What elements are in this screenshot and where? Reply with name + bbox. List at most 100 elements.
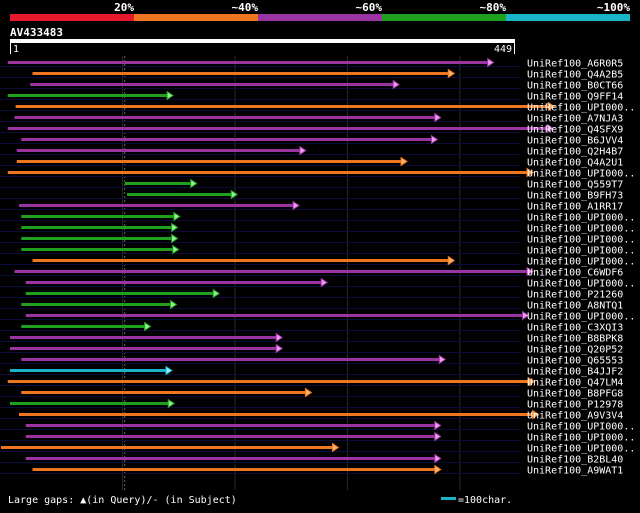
hit-arrowhead (172, 244, 180, 255)
hit-name-link[interactable]: UniRef100_B0CT66 (527, 81, 623, 92)
hit-name-link[interactable]: UniRef100_Q2H4B7 (527, 147, 623, 158)
hit-arrowhead (320, 277, 329, 288)
hit-name-link[interactable]: UniRef100_Q559T7 (527, 180, 623, 191)
hit-row[interactable]: UniRef100_A9WAT1 (0, 464, 623, 477)
hit-name-link[interactable]: UniRef100_UPI000.. (527, 235, 635, 246)
hit-name-link[interactable]: UniRef100_UPI000.. (527, 433, 635, 444)
hit-name-link[interactable]: UniRef100_Q4A2U1 (527, 158, 623, 169)
hit-arrowhead (546, 123, 555, 134)
hit-row[interactable]: UniRef100_P12978 (0, 398, 623, 411)
hit-row[interactable]: UniRef100_C3XQI3 (0, 321, 623, 334)
hit-arrowhead (526, 266, 534, 277)
hit-row[interactable]: UniRef100_A7NJA3 (0, 112, 623, 125)
legend-swatch (10, 14, 134, 21)
hit-row[interactable]: UniRef100_UPI000.. (0, 222, 635, 235)
hit-row[interactable]: UniRef100_C6WDF6 (0, 266, 623, 279)
hit-row[interactable]: UniRef100_UPI000.. (0, 431, 635, 444)
hit-name-link[interactable]: UniRef100_Q47LM4 (527, 378, 623, 389)
hit-row[interactable]: UniRef100_Q2H4B7 (0, 145, 623, 158)
hit-row[interactable]: UniRef100_A8NTQ1 (0, 299, 623, 312)
hit-row[interactable]: UniRef100_A1RR17 (0, 200, 623, 213)
hit-row[interactable]: UniRef100_UPI000.. (0, 101, 635, 114)
query-bar: 1 449 (10, 39, 515, 55)
hit-name-link[interactable]: UniRef100_A9V3V4 (527, 411, 623, 422)
hit-row[interactable]: UniRef100_UPI000.. (0, 167, 635, 180)
hit-row[interactable]: UniRef100_Q559T7 (0, 178, 623, 191)
hit-name-link[interactable]: UniRef100_UPI000.. (527, 422, 635, 433)
hit-row[interactable]: UniRef100_UPI000.. (0, 442, 635, 455)
query-end-label: 449 (494, 44, 512, 55)
hit-name-link[interactable]: UniRef100_UPI000.. (527, 279, 635, 290)
hit-row[interactable]: UniRef100_UPI000.. (0, 244, 635, 257)
hit-arrowhead (165, 365, 173, 376)
hit-row[interactable]: UniRef100_B4JJF2 (0, 365, 623, 378)
hit-name-link[interactable]: UniRef100_C6WDF6 (527, 268, 623, 279)
hit-name-link[interactable]: UniRef100_A9WAT1 (527, 466, 623, 477)
hit-name-link[interactable]: UniRef100_UPI000.. (527, 224, 635, 235)
hit-name-link[interactable]: UniRef100_B8PFG8 (527, 389, 623, 400)
hit-row[interactable]: UniRef100_Q9FF14 (0, 90, 623, 103)
hit-name-link[interactable]: UniRef100_UPI000.. (527, 103, 635, 114)
hit-row[interactable]: UniRef100_B9FH73 (0, 189, 623, 202)
hit-name-link[interactable]: UniRef100_B4JJF2 (527, 367, 623, 378)
hit-name-link[interactable]: UniRef100_UPI000.. (527, 257, 635, 268)
hit-row[interactable]: UniRef100_P21260 (0, 288, 623, 301)
hit-name-link[interactable]: UniRef100_Q4SFX9 (527, 125, 623, 136)
hit-name-link[interactable]: UniRef100_UPI000.. (527, 213, 635, 224)
hit-row[interactable]: UniRef100_UPI000.. (0, 255, 635, 268)
hit-row[interactable]: UniRef100_UPI000.. (0, 233, 635, 246)
hit-arrowhead (230, 189, 239, 200)
hit-name-link[interactable]: UniRef100_UPI000.. (527, 312, 635, 323)
hit-row[interactable]: UniRef100_Q20P52 (0, 343, 623, 356)
hit-name-link[interactable]: UniRef100_A1RR17 (527, 202, 623, 213)
hit-row[interactable]: UniRef100_A6R0R5 (0, 57, 623, 70)
hit-name-link[interactable]: UniRef100_B8BPK8 (527, 334, 623, 345)
hit-name-link[interactable]: UniRef100_Q65553 (527, 356, 623, 367)
identity-color-legend: 20% ~40% ~60% ~80% ~100% (10, 1, 630, 21)
hit-name-link[interactable]: UniRef100_B6JVV4 (527, 136, 623, 147)
legend-swatch (382, 14, 506, 21)
hit-name-link[interactable]: UniRef100_P21260 (527, 290, 623, 301)
hit-name-link[interactable]: UniRef100_P12978 (527, 400, 623, 411)
hit-arrowhead (434, 431, 442, 442)
hit-row[interactable]: UniRef100_UPI000.. (0, 420, 635, 433)
hit-row[interactable]: UniRef100_B2BL40 (0, 453, 623, 466)
hit-row[interactable]: UniRef100_UPI000.. (0, 310, 635, 323)
hit-row[interactable]: UniRef100_UPI000.. (0, 277, 635, 290)
hit-name-link[interactable]: UniRef100_A8NTQ1 (527, 301, 623, 312)
hit-name-link[interactable]: UniRef100_A7NJA3 (527, 114, 623, 125)
query-bar-fill (10, 39, 515, 43)
hit-row[interactable]: UniRef100_B8PFG8 (0, 387, 623, 400)
hit-row[interactable]: UniRef100_Q65553 (0, 354, 623, 367)
hit-arrowhead (331, 442, 340, 453)
hit-row[interactable]: UniRef100_B6JVV4 (0, 134, 623, 147)
hit-arrowhead (275, 343, 284, 354)
hit-row[interactable]: UniRef100_Q4SFX9 (0, 123, 623, 136)
hit-name-link[interactable]: UniRef100_A6R0R5 (527, 59, 623, 70)
hit-row[interactable]: UniRef100_Q4A2U1 (0, 156, 623, 169)
hit-name-link[interactable]: UniRef100_B9FH73 (527, 191, 623, 202)
hit-name-link[interactable]: UniRef100_UPI000.. (527, 246, 635, 257)
legend-label: ~40% (232, 1, 259, 14)
scale-bar (441, 497, 456, 500)
hit-name-link[interactable]: UniRef100_Q4A2B5 (527, 70, 623, 81)
hit-arrowhead (275, 332, 284, 343)
hit-name-link[interactable]: UniRef100_Q9FF14 (527, 92, 623, 103)
hit-arrowhead (144, 321, 152, 332)
hit-arrowhead (434, 420, 442, 431)
hit-row[interactable]: UniRef100_A9V3V4 (0, 409, 623, 422)
hit-arrowhead (430, 134, 439, 145)
hit-row[interactable]: UniRef100_B0CT66 (0, 79, 623, 92)
hit-name-link[interactable]: UniRef100_B2BL40 (527, 455, 623, 466)
hit-name-link[interactable]: UniRef100_UPI000.. (527, 169, 635, 180)
hit-row[interactable]: UniRef100_B8BPK8 (0, 332, 623, 345)
hit-row[interactable]: UniRef100_Q47LM4 (0, 376, 623, 389)
hit-row[interactable]: UniRef100_UPI000.. (0, 211, 635, 224)
hit-name-link[interactable]: UniRef100_UPI000.. (527, 444, 635, 455)
hit-row[interactable]: UniRef100_Q4A2B5 (0, 68, 623, 81)
hit-arrowhead (190, 178, 198, 189)
hit-name-link[interactable]: UniRef100_Q20P52 (527, 345, 623, 356)
hit-name-link[interactable]: UniRef100_C3XQI3 (527, 323, 623, 334)
hit-arrowhead (166, 90, 174, 101)
